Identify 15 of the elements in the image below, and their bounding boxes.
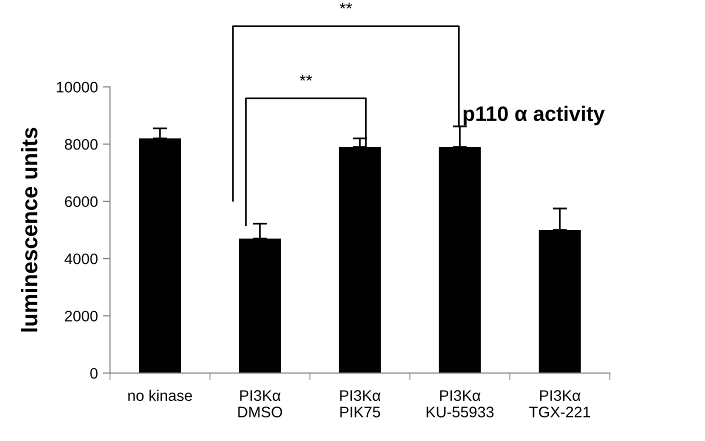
y-axis-title: luminescence units — [21, 128, 38, 332]
text: ** — [300, 74, 312, 81]
y-tick-label: 10000 — [56, 82, 98, 93]
y-tick-label: 4000 — [64, 253, 98, 264]
x-tick-label: PI3Kα DMSO — [238, 390, 282, 418]
y-tick-label: 0 — [90, 368, 98, 379]
y-tick-label: 2000 — [64, 310, 98, 322]
text: ** — [340, 2, 352, 9]
x-tick-label: PI3Kα PIK75 — [340, 390, 380, 418]
y-tick-label: 6000 — [64, 196, 98, 208]
x-tick-label: no kinase — [128, 390, 192, 401]
y-tick-label: 8000 — [64, 138, 98, 150]
x-tick-label: PI3Kα TGX-221 — [529, 390, 590, 418]
x-tick-label: PI3Kα KU-55933 — [426, 390, 494, 418]
text: p110 α activity — [464, 106, 605, 126]
